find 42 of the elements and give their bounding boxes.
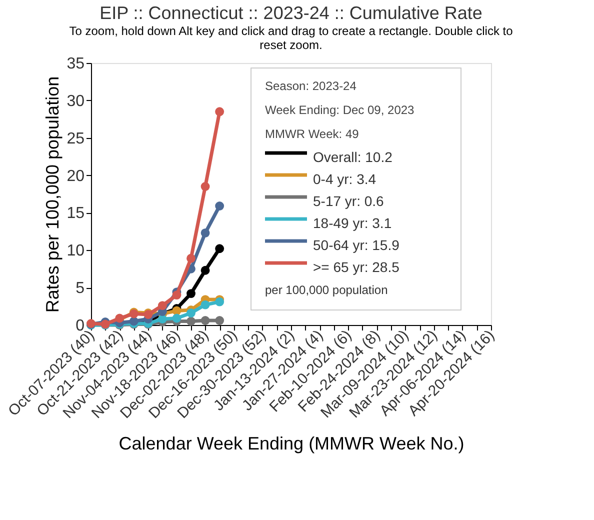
annotation: Season: 2023-24 <box>265 79 357 93</box>
y-tick-label: 10 <box>66 242 85 260</box>
annotation: per 100,000 population <box>265 283 388 297</box>
y-tick-label: 0 <box>76 318 85 334</box>
point <box>186 308 196 318</box>
point <box>200 300 210 310</box>
legend-label: Overall: 10.2 <box>313 149 393 165</box>
text: To zoom, hold down Alt key and click and drag to create a rectangle. Double click to <box>69 24 513 38</box>
point <box>172 290 182 300</box>
legend-label: 5-17 yr: 0.6 <box>313 193 384 209</box>
legend-label: 50-64 yr: 15.9 <box>313 237 400 253</box>
point <box>186 254 196 263</box>
point <box>186 316 196 326</box>
legend-label: 18-49 yr: 3.1 <box>313 215 392 231</box>
annotation: Week Ending: Dec 09, 2023 <box>265 103 415 117</box>
point <box>215 244 224 254</box>
x-axis-title: Calendar Week Ending (MMWR Week No.) <box>118 433 464 454</box>
point <box>172 314 182 323</box>
legend-label: >= 65 yr: 28.5 <box>313 259 400 275</box>
point <box>200 182 210 191</box>
annotation: MMWR Week: 49 <box>265 127 360 141</box>
point <box>200 316 210 325</box>
point <box>158 301 167 310</box>
legend-label: 0-4 yr: 3.4 <box>313 171 376 187</box>
point <box>215 202 224 210</box>
y-tick-label: 20 <box>66 168 85 185</box>
point <box>215 316 224 325</box>
point <box>215 107 224 116</box>
point <box>200 266 210 275</box>
y-tick-label: 5 <box>76 280 85 298</box>
point <box>215 297 224 306</box>
y-tick-label: 15 <box>66 205 85 222</box>
point <box>186 289 196 298</box>
point <box>158 314 167 324</box>
y-tick-label: 35 <box>66 56 85 72</box>
y-axis-title: Rates per 100,000 population <box>42 76 63 313</box>
text: reset zoom. <box>260 38 322 52</box>
point <box>200 228 210 238</box>
point <box>172 306 182 316</box>
y-tick-label: 30 <box>66 92 85 110</box>
y-tick-label: 25 <box>66 130 85 148</box>
chart-title: EIP :: Connecticut :: 2023-24 :: Cumulative Rate <box>100 3 482 23</box>
